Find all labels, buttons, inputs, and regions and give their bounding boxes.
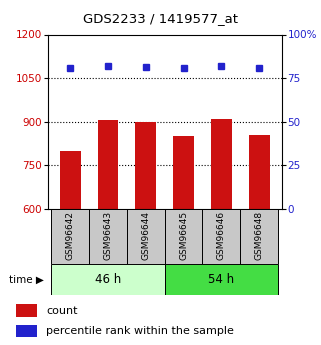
Text: 46 h: 46 h	[95, 273, 121, 286]
Text: GDS2233 / 1419577_at: GDS2233 / 1419577_at	[83, 12, 238, 25]
Text: GSM96644: GSM96644	[141, 211, 150, 260]
Text: GSM96645: GSM96645	[179, 211, 188, 260]
Bar	[165, 209, 203, 264]
Text: GSM96646: GSM96646	[217, 211, 226, 260]
Text: GSM96648: GSM96648	[255, 211, 264, 260]
Bar	[173, 136, 194, 209]
Text: GSM96643: GSM96643	[103, 211, 112, 260]
Text: percentile rank within the sample: percentile rank within the sample	[47, 326, 234, 336]
Bar	[165, 264, 278, 295]
Bar	[60, 151, 81, 209]
Bar	[51, 264, 165, 295]
Bar	[135, 122, 156, 209]
Bar	[203, 209, 240, 264]
Bar	[51, 209, 89, 264]
Text: 54 h: 54 h	[208, 273, 234, 286]
Bar	[240, 209, 278, 264]
Bar	[16, 304, 37, 317]
Bar	[127, 209, 165, 264]
Bar	[98, 120, 118, 209]
Bar	[211, 119, 232, 209]
Text: GSM96642: GSM96642	[66, 211, 75, 260]
Bar	[16, 325, 37, 337]
Bar	[89, 209, 127, 264]
Bar	[249, 135, 270, 209]
Text: count: count	[47, 306, 78, 315]
Text: time ▶: time ▶	[9, 275, 44, 284]
